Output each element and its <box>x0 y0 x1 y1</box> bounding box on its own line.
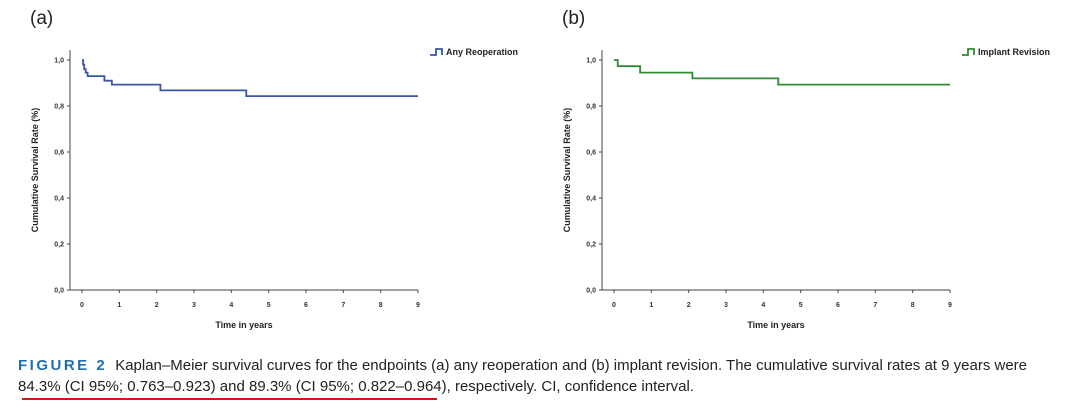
y-axis-title: Cumulative Survival Rate (%) <box>30 108 40 233</box>
x-tick-label: 6 <box>304 302 308 309</box>
x-tick-label: 3 <box>724 302 728 309</box>
legend-label: Any Reoperation <box>446 47 518 57</box>
x-tick-label: 5 <box>799 302 803 309</box>
red-highlight-underline <box>22 398 437 400</box>
figure-label: FIGURE 2 <box>18 357 108 374</box>
y-tick-label: 1,0 <box>586 58 596 65</box>
x-tick-label: 8 <box>911 302 915 309</box>
panel-label-b: (b) <box>562 8 586 29</box>
x-tick-label: 9 <box>948 302 952 309</box>
y-tick-label: 0,0 <box>586 288 596 295</box>
x-tick-label: 9 <box>416 302 420 309</box>
y-tick-label: 0,0 <box>54 288 64 295</box>
x-tick-label: 4 <box>761 302 765 309</box>
y-tick-label: 1,0 <box>54 58 64 65</box>
x-tick-label: 2 <box>687 302 691 309</box>
x-tick-label: 5 <box>267 302 271 309</box>
chart-implant-revision: 0,0 0,2 0,4 0,6 0,8 1,0 0 1 2 3 4 5 6 7 8 9 Time in year… <box>562 47 1050 330</box>
x-tick-label: 8 <box>379 302 383 309</box>
x-tick-label: 7 <box>873 302 877 309</box>
legend-swatch <box>962 48 975 56</box>
panel-label-a: (a) <box>30 8 54 29</box>
y-tick-label: 0,8 <box>54 104 64 111</box>
y-tick-label: 0,6 <box>586 150 596 157</box>
x-tick-label: 1 <box>117 302 121 309</box>
y-tick-label: 0,4 <box>586 196 596 203</box>
y-tick-label: 0,2 <box>586 242 596 249</box>
chart-any-reoperation: 0,0 0,2 0,4 0,6 0,8 1,0 0 1 2 3 4 5 6 7 8 9 Time in year… <box>30 47 518 330</box>
x-tick-label: 0 <box>80 302 84 309</box>
legend-label: Implant Revision <box>978 47 1050 57</box>
y-tick-label: 0,4 <box>54 196 64 203</box>
x-tick-label: 4 <box>229 302 233 309</box>
x-tick-label: 6 <box>836 302 840 309</box>
x-tick-label: 7 <box>341 302 345 309</box>
x-tick-label: 1 <box>649 302 653 309</box>
survival-curve <box>82 59 418 98</box>
legend-swatch <box>430 48 443 56</box>
x-tick-label: 0 <box>612 302 616 309</box>
y-tick-label: 0,2 <box>54 242 64 249</box>
survival-curve <box>614 59 950 86</box>
figure-caption: FIGURE 2 Kaplan–Meier survival curves for… <box>18 355 1068 397</box>
figure-caption-text: Kaplan–Meier survival curves for the end… <box>18 357 1028 395</box>
y-tick-label: 0,8 <box>586 104 596 111</box>
x-tick-label: 2 <box>155 302 159 309</box>
x-axis-title: Time in years <box>747 320 804 330</box>
x-axis-title: Time in years <box>215 320 272 330</box>
x-tick-label: 3 <box>192 302 196 309</box>
y-axis-title: Cumulative Survival Rate (%) <box>562 108 572 233</box>
y-tick-label: 0,6 <box>54 150 64 157</box>
